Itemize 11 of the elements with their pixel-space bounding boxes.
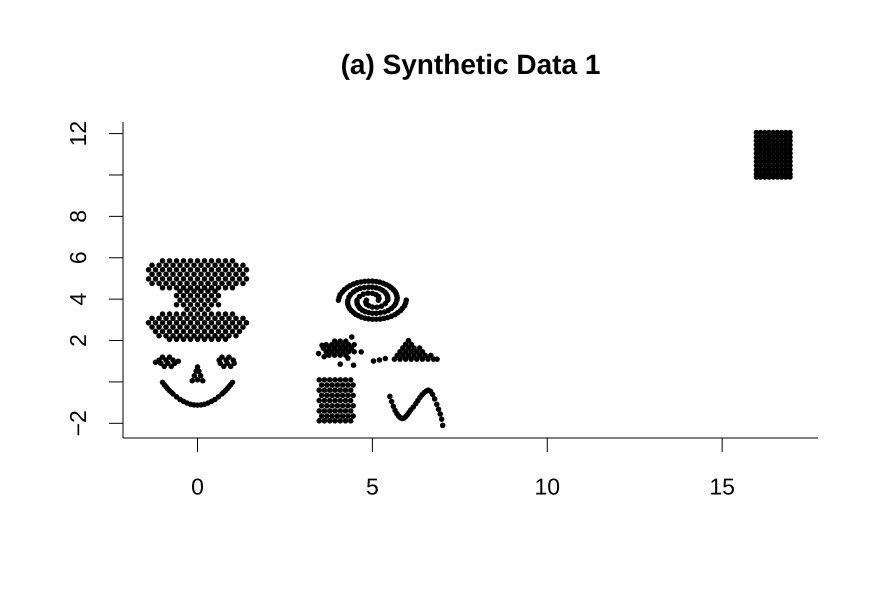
y-tick-label: 2 [65, 334, 91, 347]
y-tick-label: 4 [65, 292, 91, 306]
chart-title: (a) Synthetic Data 1 [340, 48, 602, 82]
y-tick-label: −2 [65, 410, 91, 436]
x-tick-label: 15 [709, 473, 735, 500]
x-tick-label: 0 [191, 473, 204, 500]
y-tick-label: 8 [65, 210, 91, 223]
y-tick-label: 6 [65, 251, 91, 264]
x-tick-label: 5 [366, 473, 379, 500]
x-tick-label: 10 [534, 473, 560, 500]
y-tick-label: 12 [65, 120, 91, 146]
